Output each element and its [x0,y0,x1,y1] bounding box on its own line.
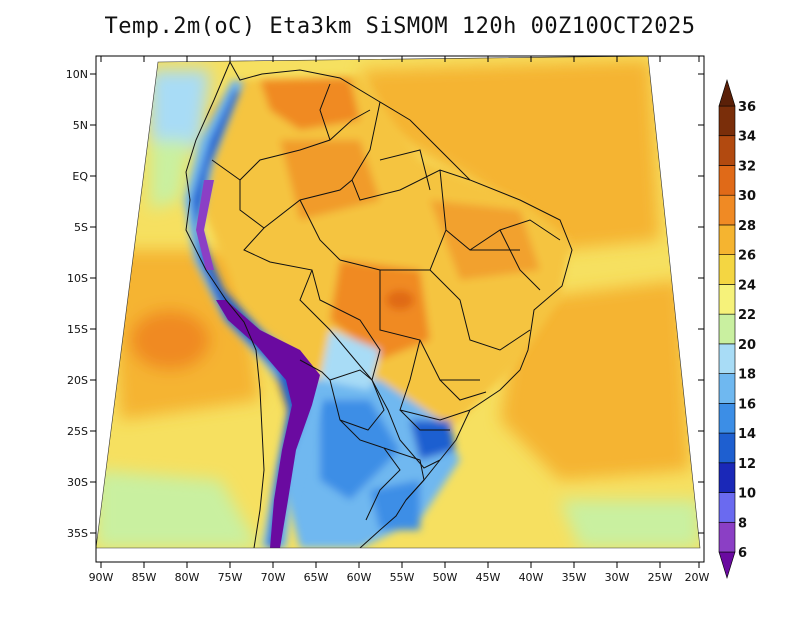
colorbar-label: 12 [738,457,756,472]
lat-label-eq: EQ [72,170,88,183]
colorbar-segment [718,78,736,107]
colorbar-segment [718,165,736,196]
temperature-field [96,56,700,548]
colorbar-label: 34 [738,130,756,145]
colorbar-label: 32 [738,159,756,174]
lon-label-20w: 20W [685,571,710,584]
colorbar-segment [718,254,736,285]
lon-label-55w: 55W [390,571,415,584]
lat-label-10s: 10S [67,272,88,285]
colorbar-segment [718,551,736,580]
colorbar-segment [718,403,736,434]
lon-axis [100,56,700,568]
colorbar-segment [718,462,736,493]
lon-label-80w: 80W [175,571,200,584]
colorbar-segment [718,343,736,374]
lat-label-20s: 20S [67,374,88,387]
colorbar-segment [718,105,736,137]
colorbar-label: 22 [738,308,756,323]
lon-labels: 90W 85W 80W 75W 70W 65W 60W 55W 50W 45W … [89,571,710,584]
country-borders [185,61,573,548]
colorbar-segment [718,194,736,226]
lon-label-40w: 40W [519,571,544,584]
lon-label-35w: 35W [562,571,587,584]
colorbar-segment [718,492,736,523]
colorbar-segment [718,373,736,404]
colorbar-label: 20 [738,338,756,353]
colorbar-label: 36 [738,100,756,115]
lon-label-75w: 75W [218,571,243,584]
colorbar-segment [718,284,736,315]
colorbar-segment [718,432,736,464]
colorbar-label: 14 [738,427,756,442]
lat-label-10n: 10N [66,68,88,81]
map-title: Temp.2m(oC) Eta3km SiSMOM 120h 00Z10OCT2… [104,14,696,39]
colorbar-label: 28 [738,219,756,234]
lon-label-25w: 25W [648,571,673,584]
lat-labels: 10N 5N EQ 5S 10S 15S 20S 25S 30S 35S [66,68,89,540]
lon-label-60w: 60W [347,571,372,584]
lon-label-65w: 65W [304,571,329,584]
colorbar-label: 16 [738,397,756,412]
colorbar: 6 8 10 12 14 16 18 20 22 24 26 28 30 32 34 36 [718,78,756,580]
colorbar-segment [718,135,736,166]
domain-outline [95,55,701,549]
colorbar-label: 26 [738,249,756,264]
colorbar-segment [718,313,736,345]
lon-label-50w: 50W [433,571,458,584]
lon-label-45w: 45W [476,571,501,584]
colorbar-labels: 6 8 10 12 14 16 18 20 22 24 26 28 30 32 34 36 [738,100,756,561]
colorbar-label: 30 [738,189,756,204]
colorbar-segments [718,78,736,580]
colorbar-segment [718,521,736,553]
colorbar-segment [718,224,736,255]
lon-label-85w: 85W [132,571,157,584]
colorbar-label: 24 [738,278,756,293]
lon-label-90w: 90W [89,571,114,584]
lon-label-30w: 30W [605,571,630,584]
lat-axis [90,73,704,534]
lat-label-35s: 35S [67,527,88,540]
lat-label-25s: 25S [67,425,88,438]
plot-frame [95,55,705,563]
lon-label-70w: 70W [261,571,286,584]
lat-label-15s: 15S [67,323,88,336]
colorbar-label: 6 [738,546,747,561]
colorbar-label: 10 [738,487,756,502]
lat-label-5n: 5N [73,119,88,132]
colorbar-label: 8 [738,516,747,531]
lat-label-30s: 30S [67,476,88,489]
lat-label-5s: 5S [74,221,88,234]
colorbar-label: 18 [738,368,756,383]
